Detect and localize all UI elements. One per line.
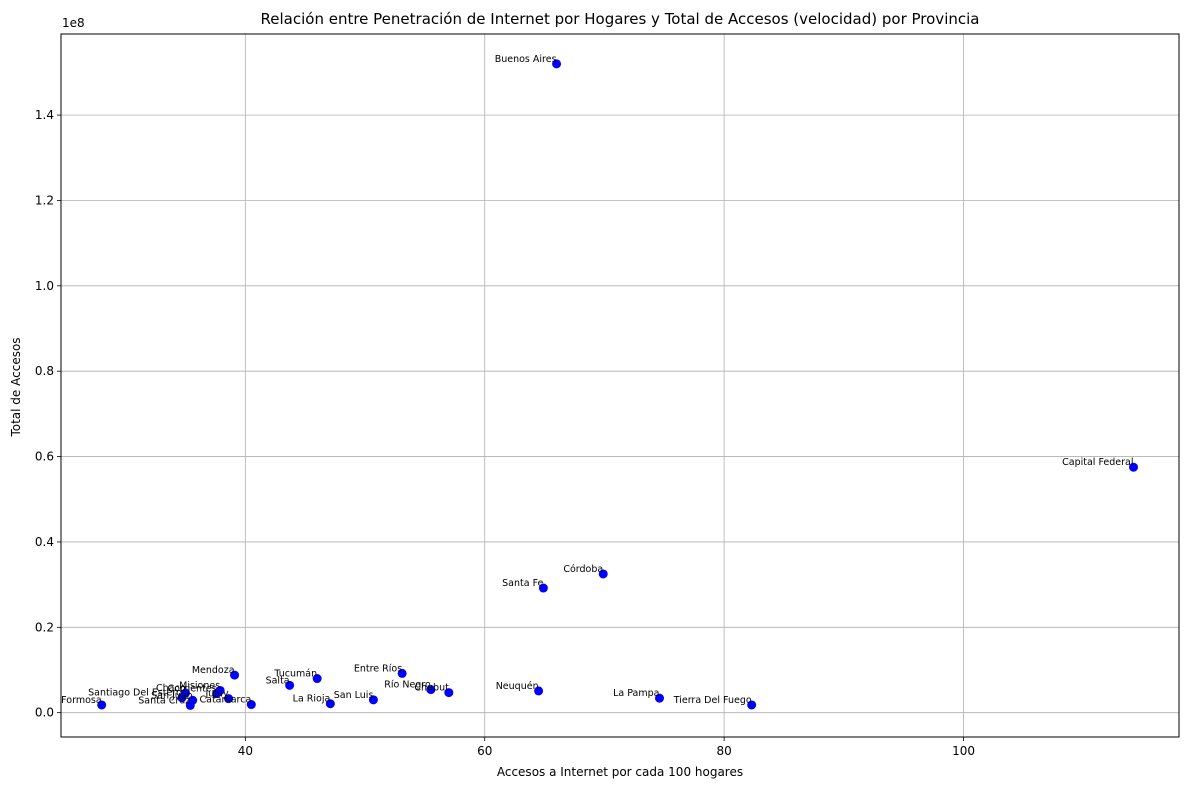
data-point-label: San Juan [151, 690, 193, 701]
data-point-label: Misiones [179, 680, 220, 691]
data-point [397, 668, 407, 678]
y-tick-label: 0.0 [35, 706, 54, 720]
data-point [224, 694, 234, 704]
data-point [1129, 462, 1139, 472]
x-tick-label: 40 [238, 744, 253, 758]
y-axis-label: Total de Accesos [9, 337, 23, 437]
y-tick-label: 0.4 [35, 535, 54, 549]
points-layer [97, 59, 1139, 710]
data-point-label: Córdoba [563, 564, 603, 575]
x-tick-label: 100 [952, 744, 975, 758]
grid-layer [61, 34, 1179, 737]
data-point [426, 685, 436, 695]
data-point-label: Buenos Aires [495, 54, 557, 65]
y-tick-label: 1.0 [35, 279, 54, 293]
data-point [188, 695, 198, 705]
data-point-label: Tucumán [273, 669, 317, 680]
data-point-label: Jujuy [204, 689, 228, 700]
data-point [538, 583, 548, 593]
data-point-label: Santiago Del Estero [88, 688, 182, 699]
point-labels-layer: Buenos Aires Capital Federal Córdoba Santa … [61, 54, 1133, 707]
data-point [552, 59, 562, 69]
plot-frame [60, 33, 1180, 738]
ticks-layer: 40 60 80 100 0.0 0.2 0.4 0.6 0.8 1.0 1.2 1.4 [35, 108, 975, 758]
y-tick-label: 1.4 [35, 108, 54, 122]
data-point-label: Mendoza [192, 665, 235, 676]
data-point-label: Chaco [156, 683, 186, 694]
y-tick-label: 0.8 [35, 364, 54, 378]
data-point [747, 700, 757, 710]
chart-title: Relación entre Penetración de Internet p… [261, 10, 980, 28]
y-axis-offset-label: 1e8 [62, 16, 85, 30]
data-point [325, 699, 335, 709]
x-tick-label: 60 [477, 744, 492, 758]
data-point-label: Neuquén [496, 681, 539, 692]
data-point [368, 695, 378, 705]
data-point-label: La Rioja [293, 694, 331, 705]
data-point-label: Capital Federal [1062, 457, 1133, 468]
data-point-label: La Pampa [613, 688, 659, 699]
data-point [312, 674, 322, 684]
data-point-label: Catamarca [199, 695, 251, 706]
data-point-label: Santa Fe [502, 578, 543, 589]
data-point [285, 680, 295, 690]
data-point [444, 688, 454, 698]
data-point [97, 700, 107, 710]
data-point-label: Río Negro [384, 680, 431, 691]
y-tick-label: 0.6 [35, 450, 54, 464]
data-point-label: Salta [266, 675, 290, 686]
data-point-label: Corrientes [167, 683, 216, 694]
y-tick-label: 1.2 [35, 193, 54, 207]
data-point [246, 700, 256, 710]
data-point-label: Chubut [414, 683, 449, 694]
data-point-label: Tierra Del Fuego [673, 695, 752, 706]
x-tick-label: 80 [716, 744, 731, 758]
data-point [655, 693, 665, 703]
data-point-label: Formosa [61, 695, 102, 706]
data-point [177, 693, 187, 703]
y-tick-label: 0.2 [35, 620, 54, 634]
data-point-label: Santa Cruz [138, 695, 190, 706]
data-point [212, 688, 222, 698]
data-point-label: Entre Ríos [354, 663, 402, 674]
data-point [230, 670, 240, 680]
data-point [598, 569, 608, 579]
x-axis-label: Accesos a Internet por cada 100 hogares [497, 765, 743, 779]
data-point [534, 686, 544, 696]
data-point-label: San Luis [334, 690, 374, 701]
